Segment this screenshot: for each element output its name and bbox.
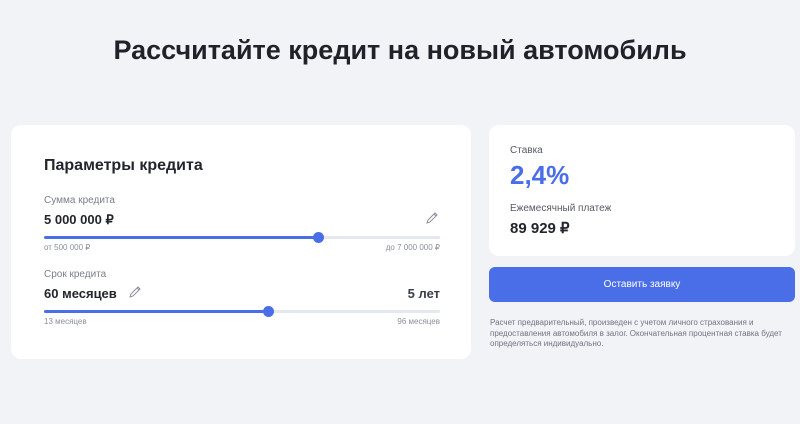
term-slider-thumb[interactable] [262,306,274,317]
amount-min: от 500 000 ₽ [44,243,91,252]
amount-slider-thumb[interactable] [312,232,324,243]
term-label: Срок кредита [44,269,107,280]
result-card: Ставка 2,4% Ежемесячный платеж 89 929 ₽ [489,125,795,256]
disclaimer-note: Расчет предварительный, произведен с уче… [490,318,782,348]
term-value[interactable]: 60 месяцев [44,286,117,301]
page-title: Рассчитайте кредит на новый автомобиль [113,35,687,65]
amount-slider[interactable] [44,232,440,243]
term-max: 96 месяцев [397,317,440,326]
submit-application-button[interactable]: Оставить заявку [489,267,795,302]
amount-value[interactable]: 5 000 000 ₽ [44,212,114,227]
term-slider-fill [44,310,269,313]
payment-label: Ежемесячный платеж [510,203,612,214]
term-min: 13 месяцев [44,317,87,326]
amount-label: Сумма кредита [44,195,115,206]
amount-max: до 7 000 000 ₽ [385,243,440,252]
edit-pencil-icon[interactable] [128,285,142,299]
rate-label: Ставка [510,145,543,156]
edit-pencil-icon[interactable] [425,211,439,225]
loan-parameters-card: Параметры кредита Сумма кредита 5 000 00… [11,125,471,359]
term-slider[interactable] [44,306,440,317]
payment-value: 89 929 ₽ [510,220,570,237]
rate-value: 2,4% [510,160,570,190]
term-years: 5 лет [407,286,440,301]
amount-slider-fill [44,236,319,239]
params-heading: Параметры кредита [44,157,203,174]
